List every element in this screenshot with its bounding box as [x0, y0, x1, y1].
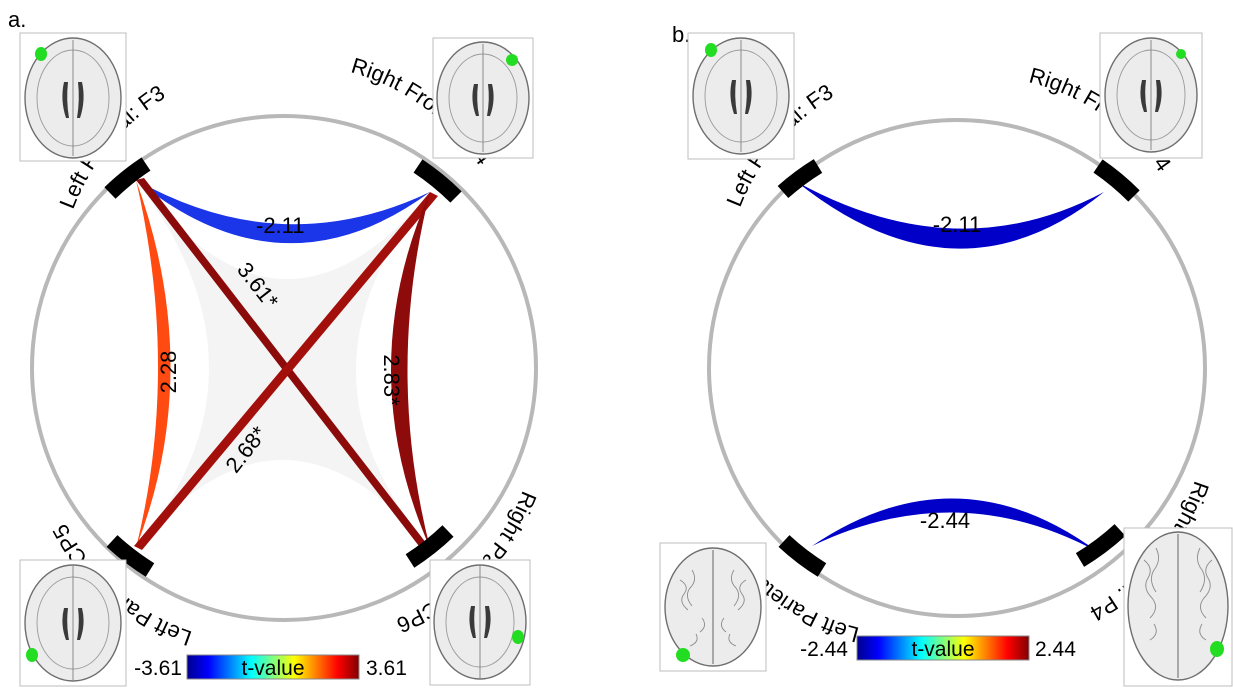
- node-b-p3: [778, 535, 827, 577]
- panel-b-label: b.: [672, 22, 690, 47]
- colorbar-b-label: t-value: [911, 638, 974, 661]
- edge-label-b-f3-f4: -2.11: [933, 212, 982, 237]
- electrode-b-f4: [1176, 49, 1186, 59]
- colorbar-a: -3.61 t-value 3.61: [134, 654, 407, 680]
- edge-a-f3-cp5: [136, 180, 171, 548]
- edge-label-a-f3-f4: -2.11: [256, 213, 305, 238]
- panel-b: b. Left Frontal: F3 Right Frontal: F4 Le…: [659, 22, 1233, 687]
- node-a-f3: [104, 157, 151, 199]
- brain-thumb-a-f4: [432, 37, 534, 159]
- electrode-a-cp5: [26, 648, 38, 662]
- panel-a-label: a.: [8, 7, 26, 32]
- edge-a-f3-f4: [136, 180, 430, 244]
- edge-label-a-f3-cp5: 2.28: [156, 351, 181, 394]
- edge-b-f3-f4: [797, 182, 1104, 249]
- panel-a-ring: [30, 114, 538, 622]
- panel-a: a. Left Frontal: F3 Right Frontal: F4 Le…: [8, 7, 542, 687]
- edge-a-f3-cp6: [136, 178, 430, 550]
- brain-thumb-b-f4: [1099, 32, 1203, 159]
- node-a-cp6: [405, 525, 454, 568]
- node-b-f3: [777, 159, 823, 199]
- brain-thumb-a-cp5: [19, 559, 127, 687]
- edge-label-a-f4-cp6: 2.83*: [379, 354, 404, 406]
- colorbar-a-gradient: [186, 654, 360, 680]
- colorbar-a-min: -3.61: [134, 657, 182, 680]
- brain-thumb-b-p4: [1123, 527, 1233, 687]
- brain-thumb-a-f3: [19, 32, 127, 162]
- colorbar-a-label: t-value: [241, 657, 304, 680]
- colorbar-b-max: 2.44: [1035, 638, 1076, 661]
- node-a-f4: [413, 159, 462, 203]
- edge-a-f4-cp5: [134, 192, 438, 550]
- brain-thumb-a-cp6: [429, 559, 531, 686]
- colorbar-b-gradient: [856, 635, 1030, 661]
- node-b-p4: [1075, 524, 1126, 567]
- colorbar-b-min: -2.44: [800, 638, 848, 661]
- brain-thumb-b-f3: [687, 32, 795, 160]
- electrode-b-f3: [705, 43, 717, 57]
- edge-a-f4-cp6: [391, 192, 430, 548]
- node-a-cp5: [106, 535, 155, 577]
- electrode-b-p3: [676, 648, 690, 662]
- node-b-f4: [1093, 159, 1140, 202]
- panel-b-ring: [707, 118, 1207, 618]
- brain-thumb-b-p3: [659, 542, 767, 672]
- electrode-a-cp6: [512, 630, 524, 644]
- electrode-b-p4: [1210, 641, 1224, 657]
- edge-label-b-p3-p4: -2.44: [920, 508, 970, 533]
- edge-b-p3-p4: [812, 498, 1098, 552]
- colorbar-b: -2.44 t-value 2.44: [800, 635, 1076, 661]
- electrode-a-f3: [35, 47, 47, 61]
- colorbar-a-max: 3.61: [366, 657, 407, 680]
- electrode-a-f4: [506, 54, 518, 66]
